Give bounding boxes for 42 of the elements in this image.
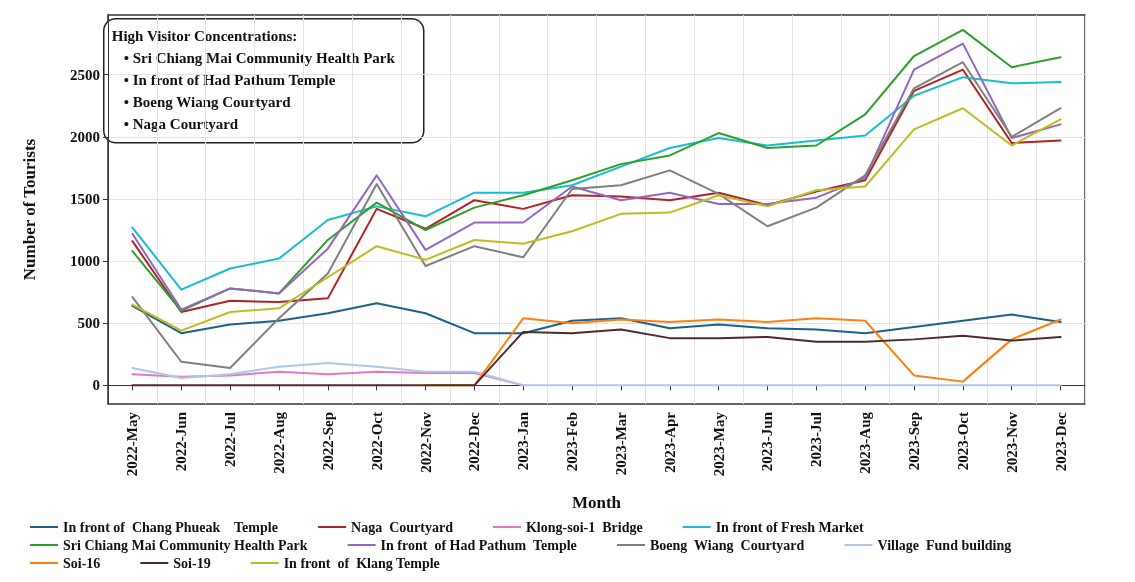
y-tick-label: 1500 [70, 190, 100, 207]
legend-label: In front of Klang Temple [283, 555, 440, 571]
x-tick-label: 2023-Mar [612, 411, 629, 476]
y-tick-label: 1000 [70, 253, 100, 270]
x-tick-label: 2022-May [124, 411, 141, 477]
annotation: • Boeng Wiang Courtyard [123, 94, 292, 111]
legend-label: Boeng Wiang Courtyard [650, 537, 805, 553]
x-tick-label: 2023-Sep [906, 412, 923, 471]
legend-label: Klong-soi-1 Bridge [525, 519, 643, 535]
x-tick-label: 2022-Jul [222, 412, 239, 468]
legend-label: In front of Fresh Market [715, 519, 864, 535]
x-tick-label: 2023-Feb [564, 412, 581, 472]
legend-label: Sri Chiang Mai Community Health Park [63, 537, 308, 553]
x-tick-label: 2023-Jul [808, 412, 825, 468]
x-tick-label: 2023-Nov [1003, 411, 1020, 473]
x-tick-label: 2023-Jan [515, 411, 532, 471]
annotation: High Visitor Concentrations: [111, 28, 298, 45]
x-tick-label: 2023-May [710, 411, 727, 477]
legend-label: In front of Chang Phueak Temple [63, 519, 278, 535]
x-tick-label: 2023-Aug [857, 411, 874, 474]
legend-label: Naga Courtyard [351, 519, 454, 535]
x-tick-label: 2022-Oct [368, 412, 385, 471]
x-axis-title: Month [571, 493, 622, 512]
annotation: • Naga Courtyard [123, 116, 239, 133]
legend-label: Village Fund building [877, 537, 1012, 553]
y-tick-label: 2000 [70, 128, 100, 145]
x-tick-label: 2022-Nov [417, 411, 434, 473]
y-axis-title: Number of Tourists [20, 138, 39, 281]
x-tick-label: 2022-Aug [270, 411, 287, 474]
x-tick-label: 2022-Dec [466, 411, 483, 472]
y-tick-label: 500 [77, 315, 100, 332]
y-tick-label: 0 [92, 377, 100, 394]
x-tick-label: 2022-Sep [319, 412, 336, 471]
legend-label: Soi-16 [63, 555, 101, 571]
x-tick-label: 2023-Apr [661, 411, 678, 473]
legend-label: Soi-19 [173, 555, 211, 571]
x-tick-label: 2023-Dec [1052, 411, 1069, 472]
x-tick-label: 2022-Jun [173, 411, 190, 472]
x-tick-label: 2023-Oct [954, 412, 971, 471]
y-tick-label: 2500 [70, 66, 100, 83]
x-tick-label: 2023-Jun [759, 411, 776, 472]
legend-label: In front of Had Pathum Temple [380, 537, 577, 553]
